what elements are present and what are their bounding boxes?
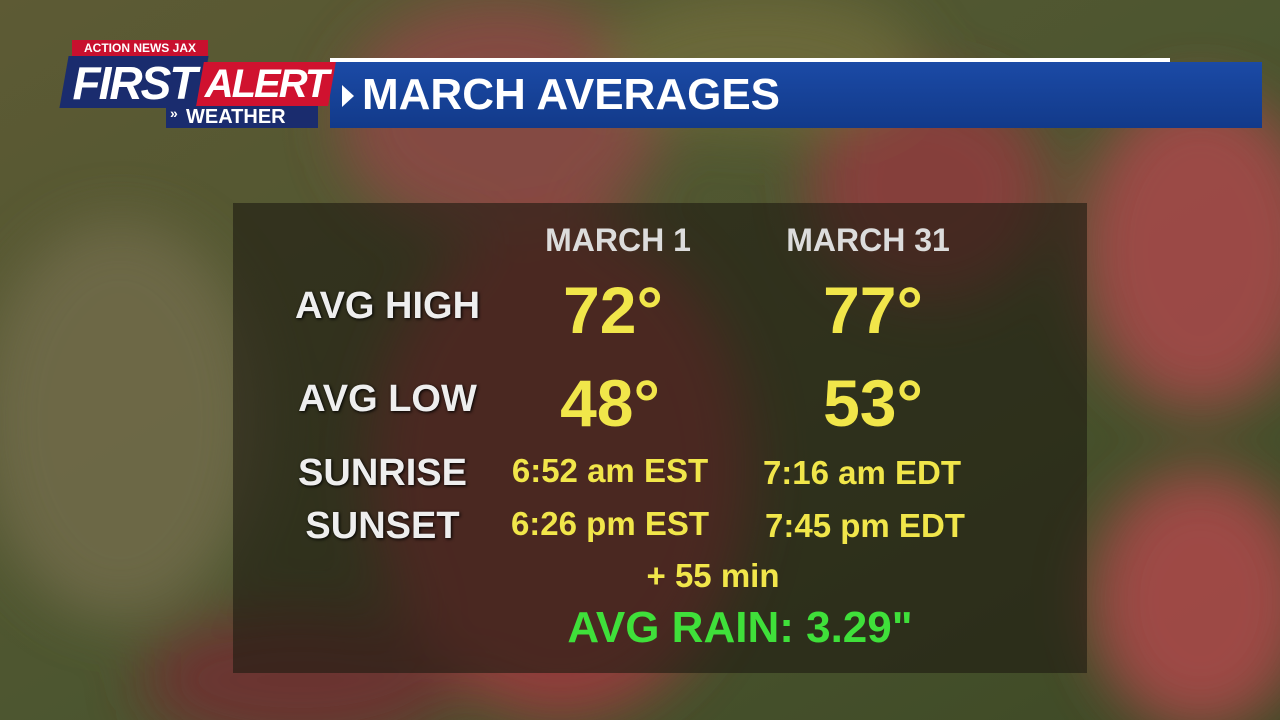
- weather-box: [166, 106, 318, 128]
- value: 6:26 pm EST: [510, 505, 710, 542]
- value: 6:52 am EST: [511, 452, 709, 489]
- row-label: SUNSET: [305, 505, 460, 547]
- column-header: MARCH 1: [545, 222, 691, 258]
- station-name: ACTION NEWS JAX: [83, 41, 196, 55]
- value: 48°: [560, 366, 660, 440]
- row-label: AVG LOW: [298, 378, 477, 420]
- value: 7:16 am EDT: [762, 454, 962, 491]
- data-panel: [233, 203, 1087, 673]
- value: 72°: [563, 273, 663, 347]
- station-tag: [72, 40, 208, 56]
- daylight-change: + 55 min: [646, 557, 780, 594]
- header-rule: [330, 58, 1170, 62]
- header-title: MARCH AVERAGES: [362, 70, 781, 119]
- alert-text: ALERT: [204, 62, 330, 106]
- header-arrow: [342, 85, 354, 107]
- row-label: AVG HIGH: [294, 285, 481, 327]
- avg-rain: AVG RAIN: 3.29": [567, 603, 913, 652]
- value: 53°: [823, 366, 923, 440]
- first-text: FIRST: [72, 57, 198, 109]
- weather-text: WEATHER: [186, 106, 286, 128]
- header-bar: [330, 62, 1262, 128]
- weather-chevron: »: [170, 105, 178, 121]
- value: 77°: [823, 273, 923, 347]
- row-label: SUNRISE: [298, 452, 467, 494]
- column-header: MARCH 31: [786, 222, 950, 258]
- value: 7:45 pm EDT: [765, 507, 965, 544]
